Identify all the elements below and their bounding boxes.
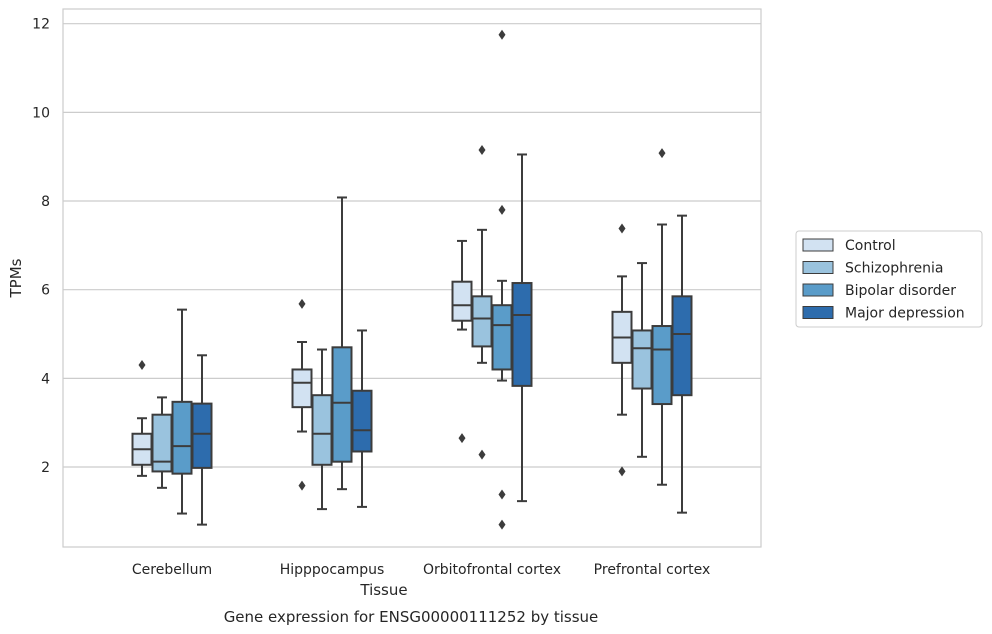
box-4-1 [611,223,633,477]
box-3-3 [491,29,513,530]
box-iqr [151,413,173,473]
legend-entry-label: Bipolar disorder [845,283,956,299]
x-tick-label: Cerebellum [132,562,212,578]
box-2-4 [351,329,373,508]
box-iqr [451,280,473,322]
legend-frame [795,230,983,328]
outlier-point [498,29,506,40]
box-3-4 [511,153,533,503]
box-iqr [651,325,673,406]
box-1-1 [131,360,153,477]
plot-frame [62,8,762,548]
legend-swatch [802,238,834,252]
x-tick-label: Prefrontal cortex [594,562,711,578]
outlier-point [658,148,666,159]
x-tick-labels: Cerebellum Hipppocampus Orbitofrontal cort… [132,562,710,578]
x-axis-label: Tissue [359,581,407,599]
y-tick-label: 12 [32,17,50,33]
y-axis-label: TPMs [7,258,25,298]
outlier-point [498,204,506,215]
y-tick-label: 4 [41,371,50,387]
legend-entry-label: Major depression [845,306,965,322]
y-tick-label: 10 [32,105,50,121]
legend-entry-label: Control [845,238,896,254]
y-tick-label: 6 [41,283,50,299]
chart-caption: Gene expression for ENSG00000111252 by t… [224,608,599,626]
outlier-point [498,489,506,500]
legend-swatch [802,261,834,274]
box-iqr [351,389,373,453]
box-iqr [491,304,513,371]
legend-swatch [802,306,834,319]
box-groups [131,29,693,530]
outlier-point [298,480,306,491]
box-4-2 [631,262,653,458]
outlier-point [458,433,466,444]
x-tick-label: Hipppocampus [280,562,385,578]
outlier-point [618,223,626,234]
box-iqr [631,329,653,390]
legend-entry-label: Schizophrenia [845,261,943,277]
box-iqr [331,346,353,463]
box-iqr [311,394,333,466]
legend-swatch [802,283,834,297]
box-iqr [671,295,693,397]
box-4-4 [671,214,693,514]
outlier-point [298,298,306,309]
outlier-point [478,145,486,156]
box-iqr [191,402,213,469]
y-tick-label: 8 [41,194,50,210]
outlier-point [618,466,626,477]
y-tick-label: 2 [41,460,50,476]
box-iqr [471,295,493,348]
box-iqr [291,368,313,409]
x-tick-label: Orbitofrontal cortex [423,562,561,578]
box-iqr [171,400,193,475]
y-tick-labels: 2 4 6 8 10 12 [32,17,50,476]
box-1-3 [171,308,193,515]
legend: Control Schizophrenia Bipolar disorder Majo… [795,230,983,328]
box-iqr [511,282,533,387]
outlier-point [138,360,146,371]
box-1-4 [191,354,213,526]
outlier-point [498,519,506,530]
outlier-point [478,449,486,460]
box-3-2 [471,145,493,460]
box-2-1 [291,298,313,491]
